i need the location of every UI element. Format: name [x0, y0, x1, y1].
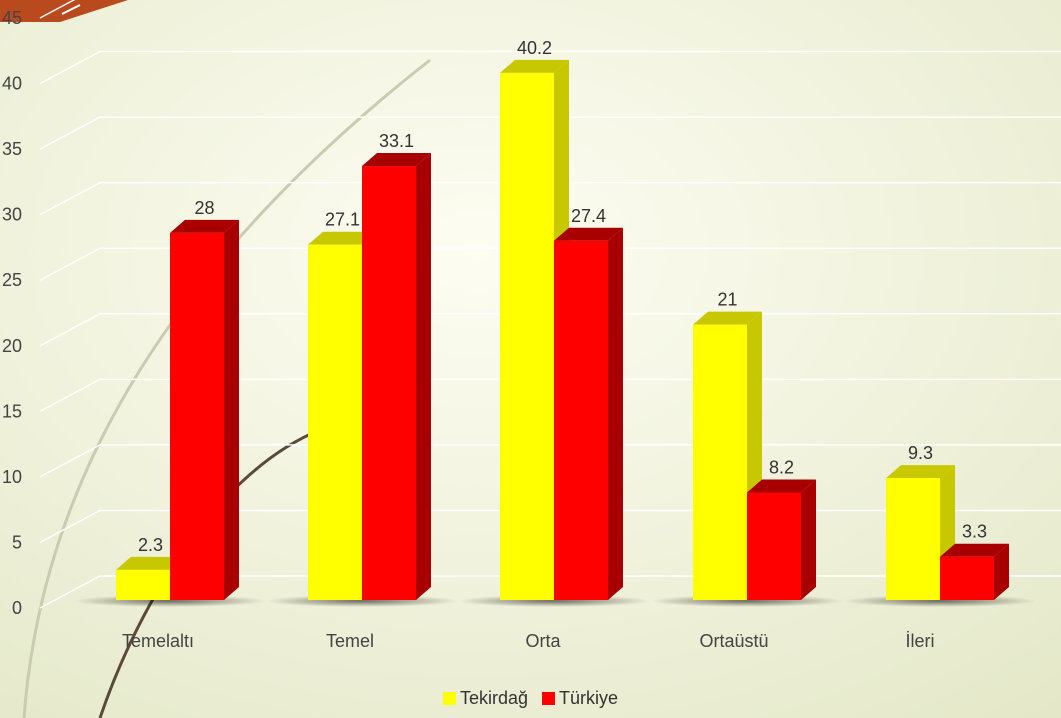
bar-side: [416, 153, 431, 600]
data-label: 8.2: [769, 457, 794, 477]
data-label: 28: [194, 198, 214, 218]
corner-banner: [0, 0, 128, 22]
bar-tekirdag: [693, 324, 747, 600]
y-tick-label: 40: [2, 74, 22, 94]
bar-side: [801, 479, 816, 600]
bar-top: [500, 59, 569, 73]
gridline: [39, 181, 1061, 216]
bar-top: [886, 465, 955, 479]
y-tick-label: 5: [12, 532, 22, 552]
x-tick-label: Orta: [525, 631, 561, 651]
bar-side: [994, 543, 1009, 600]
bar-top: [362, 153, 431, 167]
y-tick-label: 10: [2, 467, 22, 487]
bar-top: [116, 556, 185, 570]
y-tick-label: 30: [2, 205, 22, 225]
bars: 2.3 28 27.1 33.1 40.2 27.4 21 8.2 9.3 3.3: [74, 38, 1036, 607]
bar-side: [224, 219, 239, 600]
legend-label-tekirdag: Tekirdağ: [459, 688, 529, 708]
bar-turkiye: [940, 556, 994, 600]
decorative-curve: [22, 58, 431, 718]
bar-tekirdag: [308, 244, 362, 600]
data-label: 9.3: [908, 443, 933, 463]
legend-item-tekirdag: Tekirdağ: [442, 688, 529, 709]
x-tick-label: İleri: [905, 631, 934, 651]
y-tick-label: 0: [12, 598, 22, 618]
bar-top: [693, 311, 762, 325]
legend-item-turkiye: Türkiye: [542, 688, 618, 709]
data-label: 21: [717, 290, 737, 310]
bar-turkiye: [554, 240, 608, 600]
x-tick-label: Temel: [326, 631, 374, 651]
data-label: 27.4: [571, 206, 606, 226]
bar-turkiye: [362, 166, 416, 600]
y-tick-label: 20: [2, 336, 22, 356]
y-tick-label: 25: [2, 270, 22, 290]
x-tick-label: Ortaüstü: [699, 631, 768, 651]
legend-swatch-turkiye: [542, 692, 556, 705]
x-tick-label: Temelaltı: [122, 631, 194, 651]
bar-top: [308, 231, 377, 245]
bar-side: [608, 227, 623, 600]
bar-tekirdag: [886, 478, 940, 600]
gridline: [39, 247, 1061, 281]
bar-top: [170, 219, 239, 233]
gridline: [39, 50, 1061, 85]
x-axis: Temelaltı Temel Orta Ortaüstü İleri: [122, 631, 935, 651]
bar-tekirdag: [500, 72, 554, 600]
y-tick-label: 45: [2, 8, 22, 28]
corner-banner-mark: [61, 4, 81, 15]
bar-turkiye: [170, 232, 224, 600]
bar-top: [554, 227, 623, 241]
data-label: 33.1: [379, 131, 414, 151]
legend: Tekirdağ Türkiye: [0, 688, 1061, 709]
gridline: [39, 116, 1061, 150]
bar-tekirdag: [116, 569, 170, 600]
y-tick-label: 15: [2, 401, 22, 421]
bar-top: [940, 543, 1009, 557]
gridline: [39, 0, 76, 19]
legend-swatch-tekirdag: [442, 692, 456, 705]
bar-top: [747, 479, 816, 493]
y-axis: 0 5 10 15 20 25 30 35 40 45: [2, 8, 22, 618]
data-label: 3.3: [962, 522, 987, 542]
data-label: 27.1: [325, 210, 360, 230]
y-tick-label: 35: [2, 139, 22, 159]
bar-turkiye: [747, 492, 801, 600]
data-label: 40.2: [517, 38, 552, 58]
legend-label-turkiye: Türkiye: [559, 688, 619, 708]
data-label: 2.3: [138, 535, 163, 555]
